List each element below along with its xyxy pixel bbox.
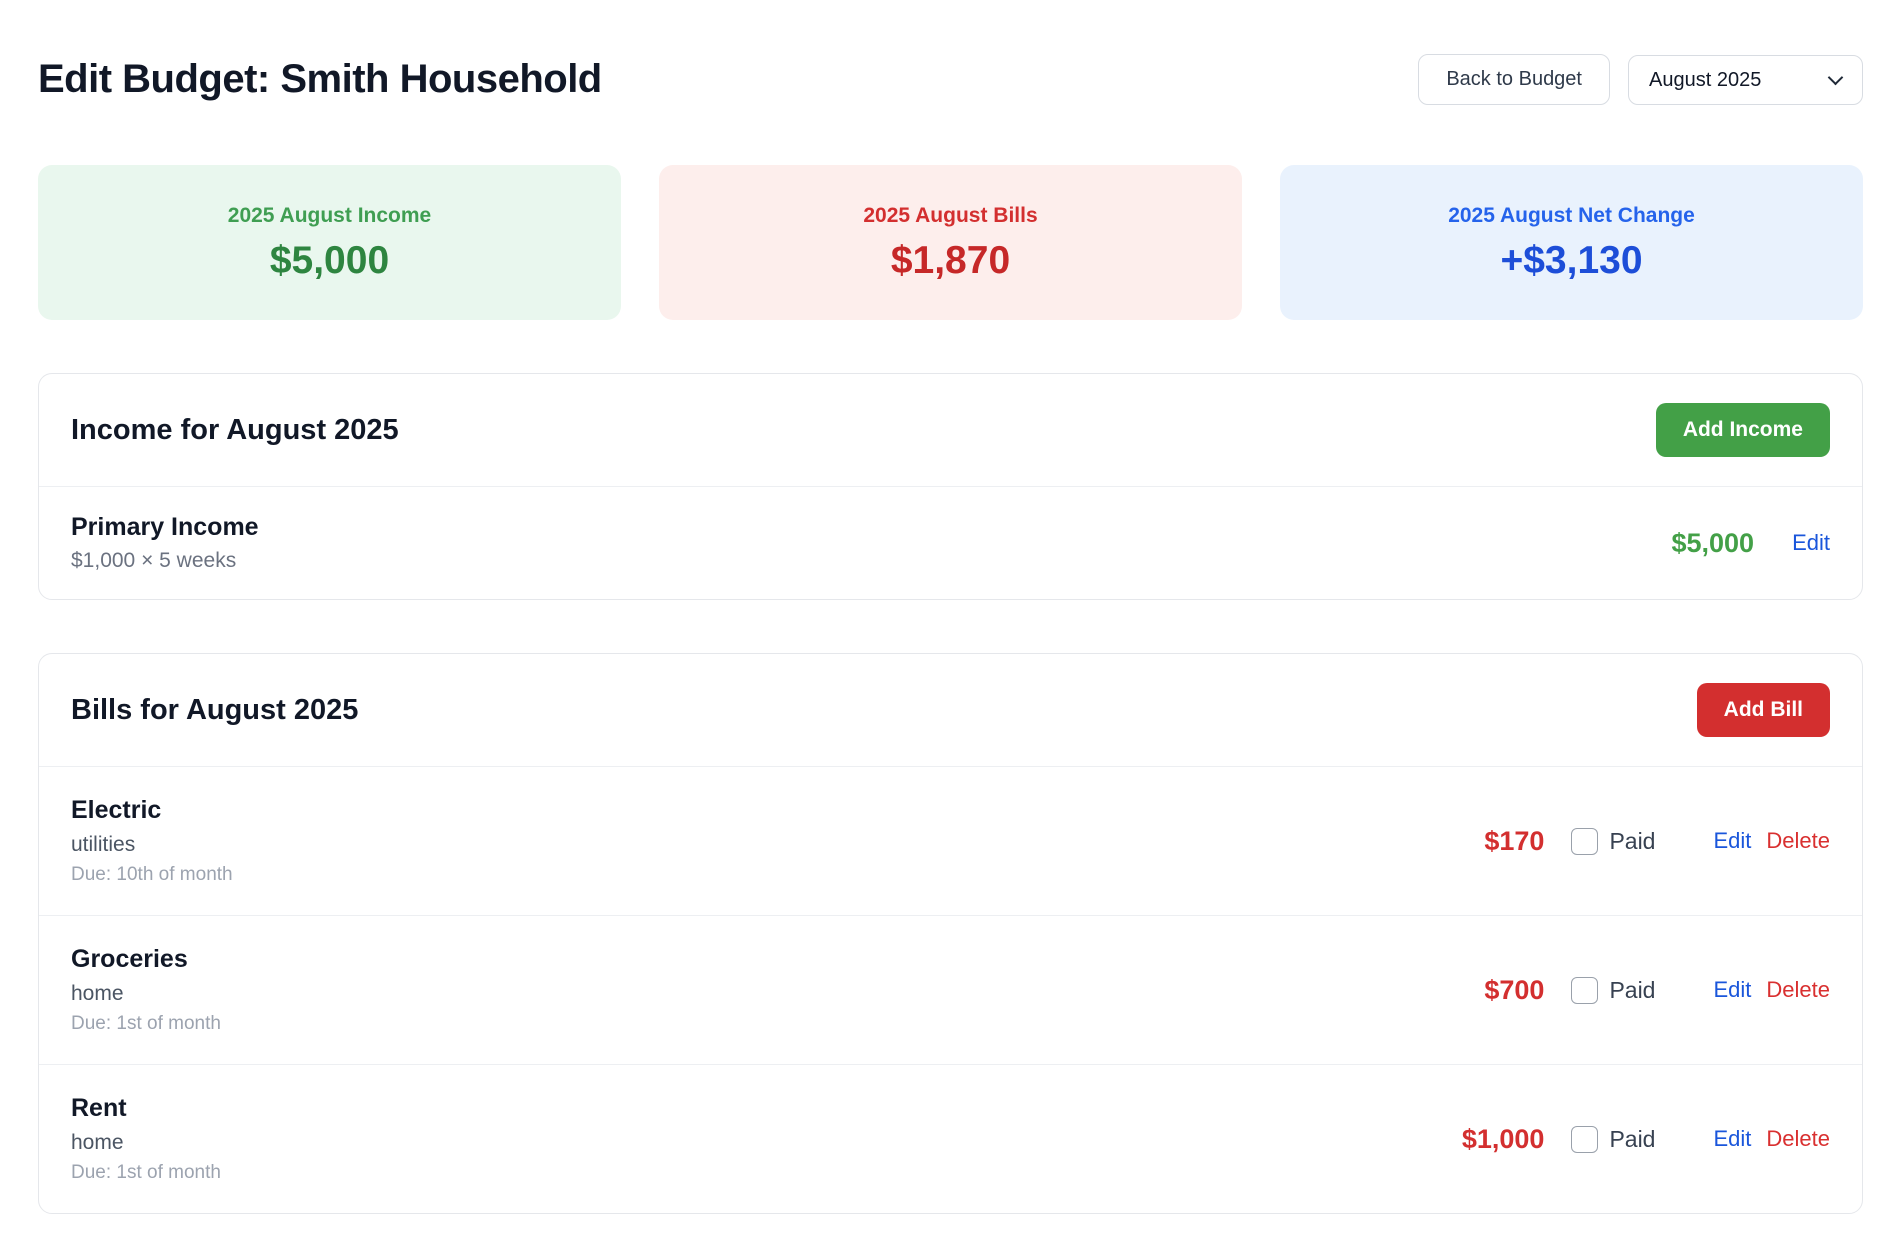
bill-info: Electric utilities Due: 10th of month xyxy=(71,795,233,887)
bills-section-title: Bills for August 2025 xyxy=(71,693,359,726)
bill-category: home xyxy=(71,1131,124,1154)
add-income-button[interactable]: Add Income xyxy=(1655,403,1830,457)
income-edit-link[interactable]: Edit xyxy=(1792,530,1830,555)
net-change-summary-card: 2025 August Net Change +$3,130 xyxy=(1280,165,1863,320)
income-summary-card: 2025 August Income $5,000 xyxy=(38,165,621,320)
page-title: Edit Budget: Smith Household xyxy=(38,57,602,101)
income-row-actions: $5,000 Edit xyxy=(1671,528,1830,559)
net-change-summary-value: +$3,130 xyxy=(1500,239,1643,282)
bill-edit-link[interactable]: Edit xyxy=(1713,977,1752,1002)
income-section-title: Income for August 2025 xyxy=(71,413,399,446)
paid-checkbox[interactable] xyxy=(1571,1125,1599,1153)
bill-row-actions: $1,000 Paid Edit Delete xyxy=(1438,1124,1830,1155)
income-section-header: Income for August 2025 Add Income xyxy=(39,374,1862,487)
bills-summary-card: 2025 August Bills $1,870 xyxy=(659,165,1242,320)
back-to-budget-button[interactable]: Back to Budget xyxy=(1418,54,1610,105)
bills-section-header: Bills for August 2025 Add Bill xyxy=(39,654,1862,767)
paid-label: Paid xyxy=(1609,1125,1656,1152)
paid-label: Paid xyxy=(1609,976,1656,1003)
bill-category: utilities xyxy=(71,833,136,856)
bill-amount: $170 xyxy=(1484,825,1545,856)
bill-due-date: Due: 1st of month xyxy=(71,1162,221,1183)
bill-row-rent: Rent home Due: 1st of month $1,000 Paid … xyxy=(39,1064,1862,1213)
bill-edit-link[interactable]: Edit xyxy=(1713,828,1752,853)
paid-checkbox[interactable] xyxy=(1571,827,1599,855)
bill-links: Edit Delete xyxy=(1713,1126,1830,1152)
month-select[interactable]: August 2025 xyxy=(1628,54,1863,105)
bill-info: Groceries home Due: 1st of month xyxy=(71,944,221,1036)
bill-name: Groceries xyxy=(71,945,188,973)
bill-name: Electric xyxy=(71,796,162,824)
income-name: Primary Income xyxy=(71,513,259,541)
paid-group: Paid xyxy=(1571,1125,1656,1153)
bill-info: Rent home Due: 1st of month xyxy=(71,1093,221,1185)
income-row-info: Primary Income $1,000 × 5 weeks xyxy=(71,512,259,574)
summary-cards: 2025 August Income $5,000 2025 August Bi… xyxy=(38,165,1863,320)
income-amount: $5,000 xyxy=(1671,527,1755,558)
bill-row-electric: Electric utilities Due: 10th of month $1… xyxy=(39,767,1862,915)
bill-row-actions: $170 Paid Edit Delete xyxy=(1438,826,1830,857)
bill-amount: $1,000 xyxy=(1461,1123,1545,1154)
income-summary-value: $5,000 xyxy=(269,239,390,282)
bills-summary-value: $1,870 xyxy=(890,239,1011,282)
edit-budget-page: Edit Budget: Smith Household Back to Bud… xyxy=(38,0,1863,1214)
bill-category: home xyxy=(71,982,124,1005)
bill-amount: $700 xyxy=(1484,974,1545,1005)
bill-edit-link[interactable]: Edit xyxy=(1713,1126,1752,1151)
month-select-wrapper: August 2025 xyxy=(1628,54,1863,105)
paid-group: Paid xyxy=(1571,827,1656,855)
paid-checkbox[interactable] xyxy=(1571,976,1599,1004)
paid-group: Paid xyxy=(1571,976,1656,1004)
bills-summary-label: 2025 August Bills xyxy=(863,204,1038,227)
income-summary-label: 2025 August Income xyxy=(227,204,432,227)
income-row: Primary Income $1,000 × 5 weeks $5,000 E… xyxy=(39,487,1862,599)
paid-label: Paid xyxy=(1609,827,1656,854)
bill-due-date: Due: 10th of month xyxy=(71,864,233,885)
add-bill-button[interactable]: Add Bill xyxy=(1696,683,1830,737)
bill-row-groceries: Groceries home Due: 1st of month $700 Pa… xyxy=(39,915,1862,1064)
bill-delete-link[interactable]: Delete xyxy=(1766,828,1830,853)
bill-links: Edit Delete xyxy=(1713,977,1830,1003)
income-section: Income for August 2025 Add Income Primar… xyxy=(38,373,1863,600)
bill-delete-link[interactable]: Delete xyxy=(1766,977,1830,1002)
income-detail: $1,000 × 5 weeks xyxy=(71,549,237,572)
header-actions: Back to Budget August 2025 xyxy=(1418,54,1863,105)
page-header: Edit Budget: Smith Household Back to Bud… xyxy=(38,0,1863,105)
bill-name: Rent xyxy=(71,1094,127,1122)
net-change-summary-label: 2025 August Net Change xyxy=(1448,204,1695,227)
bills-section: Bills for August 2025 Add Bill Electric … xyxy=(38,653,1863,1214)
bill-links: Edit Delete xyxy=(1713,828,1830,854)
bill-row-actions: $700 Paid Edit Delete xyxy=(1438,975,1830,1006)
bill-delete-link[interactable]: Delete xyxy=(1766,1126,1830,1151)
bill-due-date: Due: 1st of month xyxy=(71,1013,221,1034)
